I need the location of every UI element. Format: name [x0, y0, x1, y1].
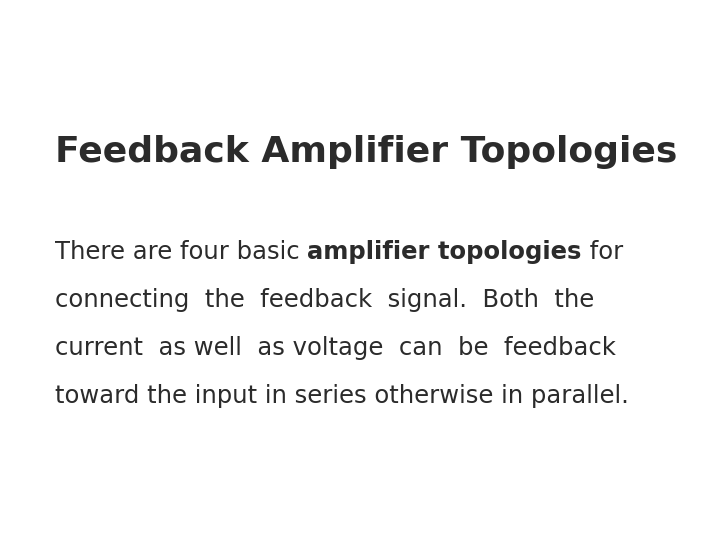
- Text: connecting  the  feedback  signal.  Both  the: connecting the feedback signal. Both the: [55, 288, 594, 312]
- Text: for: for: [582, 240, 623, 264]
- Text: toward the input in series otherwise in parallel.: toward the input in series otherwise in …: [55, 384, 629, 408]
- Text: There are four basic: There are four basic: [55, 240, 307, 264]
- Text: amplifier topologies: amplifier topologies: [307, 240, 582, 264]
- Text: Feedback Amplifier Topologies: Feedback Amplifier Topologies: [55, 135, 678, 169]
- Text: current  as well  as voltage  can  be  feedback: current as well as voltage can be feedba…: [55, 336, 616, 360]
